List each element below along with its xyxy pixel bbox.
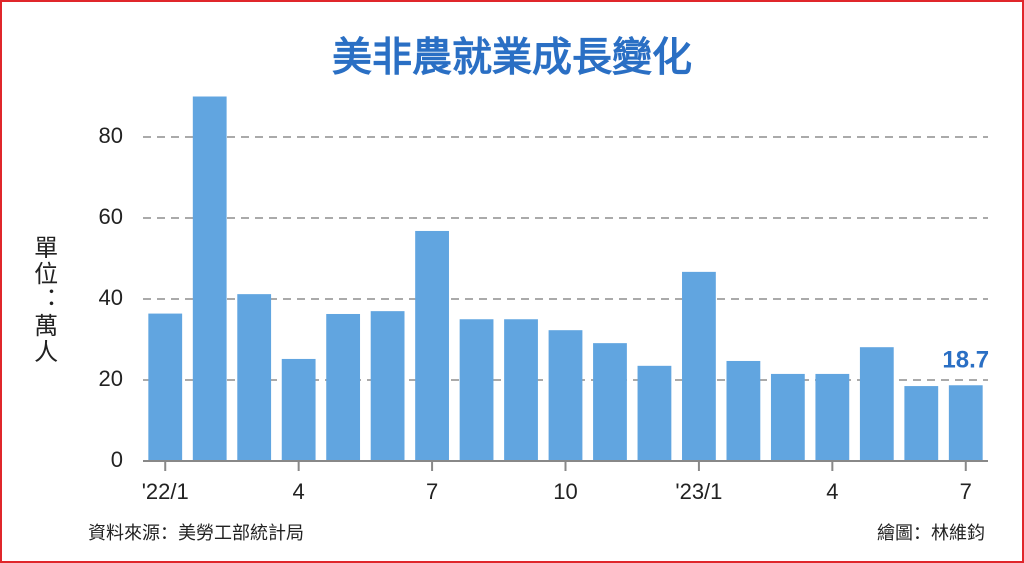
credit: 繪圖：林維鈞: [877, 523, 985, 543]
bar: [148, 313, 183, 461]
x-tick-label: 4: [826, 479, 838, 504]
bar: [682, 271, 716, 461]
bar: [370, 311, 405, 461]
chart-title: 美非農就業成長變化: [332, 36, 692, 80]
bar: [192, 96, 227, 461]
y-tick-label: 0: [111, 447, 123, 472]
x-tick-label: '22/1: [142, 479, 189, 504]
bar: [859, 347, 894, 461]
y-tick-label: 60: [99, 204, 123, 229]
bar: [726, 360, 761, 461]
x-tick-label: 7: [426, 479, 438, 504]
bar: [548, 330, 583, 461]
bar: [237, 294, 272, 461]
y-tick-label: 40: [99, 285, 123, 310]
source: 資料來源：美勞工部統計局: [88, 523, 304, 543]
bar: [326, 313, 361, 461]
x-tick-label: '23/1: [675, 479, 722, 504]
bar: [770, 373, 805, 461]
y-axis-label: 單位：萬人: [30, 235, 58, 365]
y-tick-label: 20: [99, 366, 123, 391]
bar: [815, 373, 850, 461]
bar: [459, 319, 494, 461]
bar: [281, 358, 316, 461]
bar: [593, 343, 627, 461]
bar: [637, 365, 672, 461]
x-tick-label: 7: [960, 479, 972, 504]
x-tick-label: 4: [293, 479, 305, 504]
x-tick-label: 10: [553, 479, 577, 504]
bar: [415, 230, 449, 461]
bar: [504, 319, 538, 461]
bar: [904, 386, 939, 461]
bar: [948, 385, 983, 461]
value-label: 18.7: [942, 347, 989, 374]
y-tick-label: 80: [99, 123, 123, 148]
